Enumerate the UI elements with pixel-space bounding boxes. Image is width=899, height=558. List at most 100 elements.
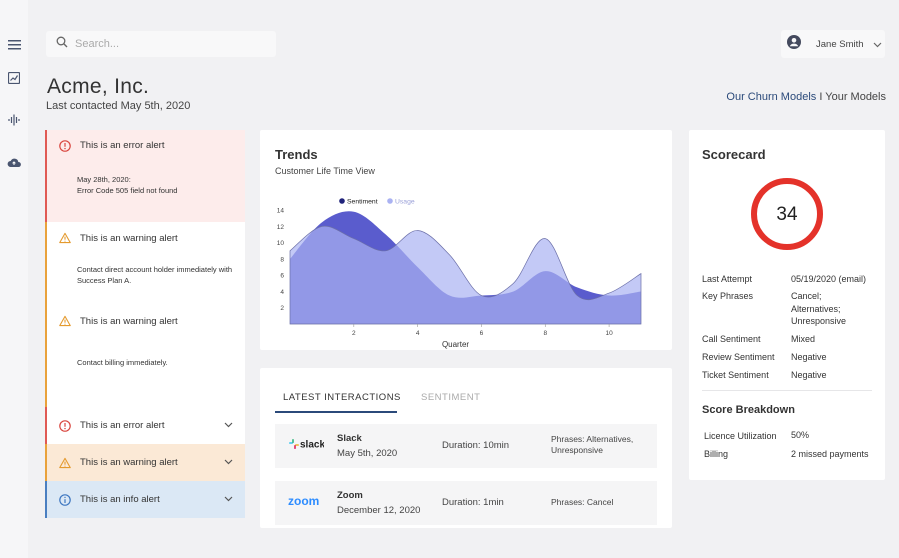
alert-title[interactable]: This is an warning alert: [80, 232, 178, 244]
menu-icon[interactable]: [5, 36, 23, 54]
chevron-down-icon[interactable]: [224, 494, 233, 505]
company-name: Acme, Inc.: [47, 75, 150, 98]
trends-chart: 2 4 6 8 10 12 14 2 4 6 8 10 Quarter Sentiment Usage: [277, 198, 642, 349]
y-tick-label: 4: [280, 289, 284, 296]
interaction-duration: Duration: 10min: [442, 440, 510, 451]
legend-marker: [387, 198, 393, 204]
x-tick-label: 10: [605, 330, 613, 337]
alert-body-line: Error Code 505 field not found: [77, 186, 178, 195]
y-tick-label: 8: [280, 256, 284, 263]
search-icon: [56, 35, 68, 53]
tab-sentiment[interactable]: SENTIMENT: [421, 392, 481, 403]
breakdown-label: Billing: [704, 449, 729, 459]
interaction-date: December 12, 2020: [337, 505, 421, 516]
alert-body: Contact direct account holder immediatel…: [77, 265, 233, 285]
info-alert-collapsed[interactable]: This is an info alert: [45, 481, 245, 518]
tab-latest-interactions[interactable]: LATEST INTERACTIONS: [283, 392, 401, 403]
x-tick-label: 4: [416, 330, 420, 337]
your-models-link[interactable]: Your Models: [825, 91, 886, 103]
y-tick-label: 10: [277, 240, 285, 247]
active-tab-indicator: [275, 411, 397, 413]
field-label: Key Phrases: [702, 291, 754, 301]
chart-icon[interactable]: [5, 69, 23, 87]
cloud-upload-icon[interactable]: [5, 153, 23, 171]
waveform-icon[interactable]: [5, 111, 23, 129]
last-contacted: Last contacted May 5th, 2020: [46, 100, 191, 112]
y-tick-label: 12: [277, 224, 285, 231]
chevron-down-icon[interactable]: [224, 457, 233, 468]
error-icon: [59, 419, 71, 432]
alert-title: This is an info alert: [80, 494, 160, 505]
error-alert-collapsed[interactable]: This is an error alert: [45, 407, 245, 444]
interactions-card: LATEST INTERACTIONS SENTIMENT slack Slac…: [260, 368, 672, 528]
breakdown-value: 50%: [791, 430, 810, 440]
field-label: Review Sentiment: [702, 352, 775, 362]
error-icon: [59, 139, 71, 152]
zoom-logo: zoom: [288, 494, 320, 508]
search-box[interactable]: [46, 31, 276, 57]
field-label: Ticket Sentiment: [702, 370, 769, 380]
top-bar: Jane Smith: [28, 24, 899, 64]
info-icon: [59, 493, 71, 506]
x-tick-label: 6: [480, 330, 484, 337]
warning-icon: [59, 315, 71, 327]
interaction-phrases: Phrases: Alternatives, Unresponsive: [551, 434, 634, 455]
churn-models-link[interactable]: Our Churn Models: [726, 91, 817, 103]
interaction-company: Slack: [337, 433, 362, 444]
chevron-down-icon: [873, 35, 882, 53]
field-value: Negative: [791, 370, 827, 380]
warning-alerts-expanded: This is an warning alert Contact direct …: [45, 222, 245, 407]
divider: [702, 390, 872, 391]
alert-title: This is an warning alert: [80, 457, 178, 468]
x-tick-label: 8: [543, 330, 547, 337]
scorecard-card: Scorecard 34 Last Attempt 05/19/2020 (em…: [689, 130, 885, 480]
field-value: Mixed: [791, 334, 816, 344]
interaction-row[interactable]: slack Slack May 5th, 2020 Duration: 10mi…: [275, 424, 657, 468]
user-avatar-icon: [787, 34, 801, 54]
alerts-panel: This is an error alert May 28th, 2020: E…: [45, 130, 245, 520]
trends-card: Trends Customer Life Time View 2 4 6 8 10 12 1…: [260, 130, 672, 350]
user-name: Jane Smith: [816, 38, 864, 50]
y-tick-label: 6: [280, 273, 284, 280]
link-separator: I: [816, 91, 826, 103]
field-value: Cancel; Alternatives; Unresponsive: [791, 291, 847, 326]
alert-title: This is an error alert: [80, 140, 165, 151]
slack-wordmark: slack: [300, 440, 324, 451]
field-value: 05/19/2020 (email): [791, 274, 867, 284]
user-menu[interactable]: Jane Smith: [781, 30, 885, 58]
alert-title[interactable]: This is an warning alert: [80, 315, 178, 327]
field-label: Last Attempt: [702, 274, 753, 284]
trends-title: Trends: [275, 147, 318, 162]
breakdown-label: Licence Utilization: [704, 431, 777, 441]
interaction-date: May 5th, 2020: [337, 448, 398, 459]
score-value: 34: [776, 204, 798, 225]
trends-subtitle: Customer Life Time View: [275, 166, 375, 176]
scorecard-title: Scorecard: [702, 147, 766, 162]
x-axis-label: Quarter: [442, 340, 469, 349]
x-tick-label: 2: [352, 330, 356, 337]
warning-icon: [59, 232, 71, 244]
warning-alert-collapsed[interactable]: This is an warning alert: [45, 444, 245, 481]
alert-body: Contact billing immediately.: [77, 358, 168, 367]
y-tick-label: 2: [280, 305, 284, 312]
y-tick-label: 14: [277, 208, 285, 215]
interaction-duration: Duration: 1min: [442, 497, 504, 508]
model-links: Our Churn Models I Your Models: [726, 91, 886, 103]
legend-label: Sentiment: [347, 199, 378, 206]
field-value: Negative: [791, 352, 827, 362]
field-label: Call Sentiment: [702, 334, 761, 344]
interaction-phrases: Phrases: Cancel: [551, 497, 614, 507]
chevron-down-icon[interactable]: [224, 420, 233, 431]
search-input[interactable]: [75, 38, 255, 50]
slack-logo: slack: [288, 438, 325, 453]
interaction-company: Zoom: [337, 490, 363, 501]
series-area-usage: [289, 225, 642, 325]
score-ring: 34: [751, 178, 823, 250]
breakdown-value: 2 missed payments: [791, 449, 869, 459]
interaction-row[interactable]: zoom Zoom December 12, 2020 Duration: 1m…: [275, 481, 657, 525]
left-nav-rail: [0, 0, 28, 558]
error-alert-expanded[interactable]: This is an error alert May 28th, 2020: E…: [45, 130, 245, 222]
alert-title: This is an error alert: [80, 420, 165, 431]
legend-marker: [339, 198, 345, 204]
score-breakdown-title: Score Breakdown: [702, 404, 795, 416]
